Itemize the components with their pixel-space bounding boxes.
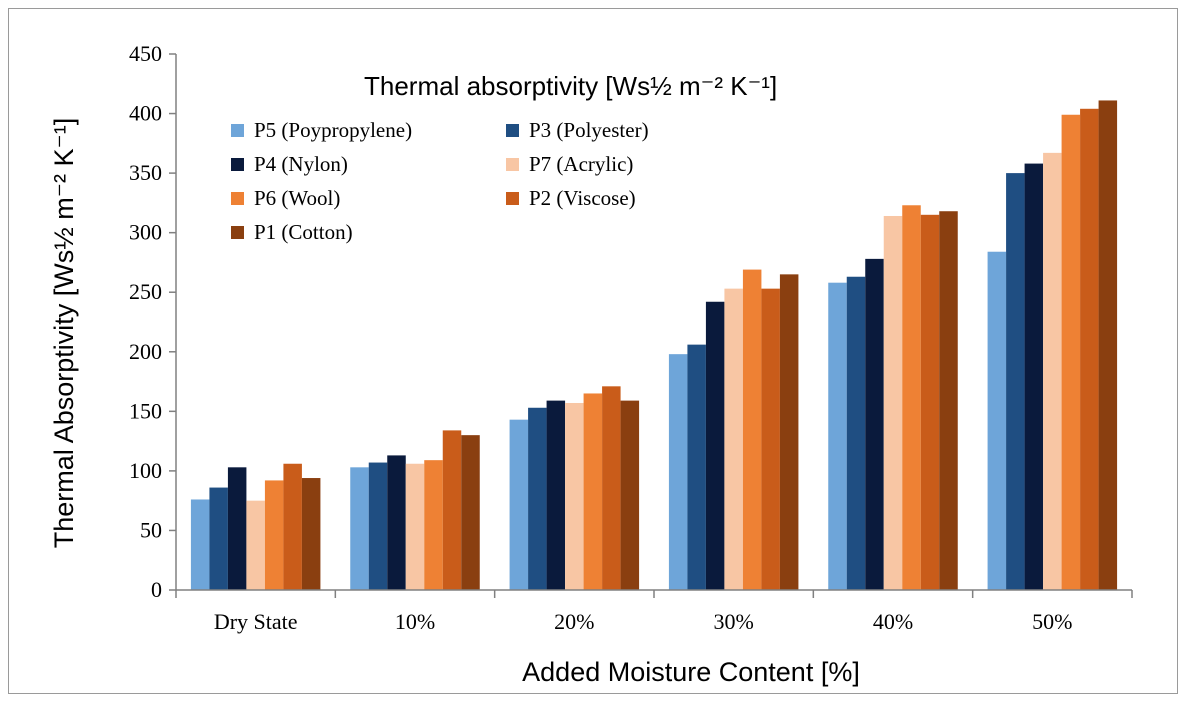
bar [1061, 114, 1081, 590]
bar [883, 215, 903, 591]
bar [1098, 100, 1118, 590]
bar [902, 205, 921, 590]
bar [227, 467, 247, 590]
bar [1024, 163, 1044, 591]
bar [565, 402, 584, 590]
legend-label: P5 (Poypropylene) [254, 118, 412, 142]
bar [546, 400, 566, 590]
legend-label: P7 (Acrylic) [529, 152, 633, 176]
x-tick-label: 30% [714, 609, 754, 634]
bar [1043, 152, 1062, 590]
bar [246, 500, 265, 590]
bar [190, 499, 210, 590]
bar [620, 400, 640, 590]
legend-label: P2 (Viscose) [529, 186, 636, 210]
bars-layer [190, 100, 1118, 591]
y-tick-label: 100 [129, 458, 162, 483]
bar [264, 480, 284, 590]
bar [687, 344, 706, 590]
legend-swatch [231, 226, 244, 239]
x-tick-label: 20% [554, 609, 594, 634]
bar [742, 269, 762, 590]
x-tick-label: 40% [873, 609, 913, 634]
bar [779, 274, 799, 590]
bar [668, 354, 688, 590]
y-axis-title: Thermal Absorptivity [Ws½ m⁻² K⁻¹] [49, 118, 79, 549]
legend-label: P3 (Polyester) [529, 118, 649, 142]
bar [705, 301, 725, 590]
y-tick-label: 50 [140, 517, 162, 542]
legend: P5 (Poypropylene) P3 (Polyester) P4 (Nylon… [231, 118, 649, 244]
legend-label: P1 (Cotton) [254, 220, 353, 244]
chart-title: Thermal absorptivity [Ws½ m⁻² K⁻¹] [364, 71, 777, 101]
bar [509, 419, 529, 590]
bar [405, 463, 425, 590]
bar [209, 487, 228, 590]
y-tick-label: 450 [129, 41, 162, 66]
bar [528, 407, 547, 590]
bar [602, 386, 621, 590]
bar [828, 282, 847, 590]
bar [424, 460, 443, 590]
x-ticks: Dry State 10% 20% 30% 40% 50% [175, 590, 1133, 634]
y-tick-label: 150 [129, 398, 162, 423]
legend-swatch [506, 158, 519, 171]
y-tick-label: 250 [129, 279, 162, 304]
bar [283, 463, 302, 590]
bar [865, 258, 884, 590]
chart-svg: 0 50 100 150 200 250 300 350 400 450 Dry State 10%… [49, 41, 1133, 687]
legend-swatch [231, 158, 244, 171]
x-tick-label: 10% [395, 609, 435, 634]
bar [350, 467, 369, 590]
bar [939, 211, 958, 590]
x-tick-label: 50% [1032, 609, 1072, 634]
y-ticks: 0 50 100 150 200 250 300 350 400 450 [129, 41, 176, 602]
legend-label: P6 (Wool) [254, 186, 340, 210]
bar [1080, 108, 1099, 591]
y-tick-label: 400 [129, 101, 162, 126]
bar [461, 435, 480, 590]
bar [442, 430, 462, 590]
bar [387, 455, 406, 590]
bar [761, 288, 780, 590]
legend-swatch [506, 192, 519, 205]
legend-label: P4 (Nylon) [254, 152, 348, 176]
legend-swatch [231, 192, 244, 205]
bar [846, 276, 866, 590]
bar [987, 251, 1007, 591]
legend-swatch [506, 124, 519, 137]
y-tick-label: 300 [129, 220, 162, 245]
bar [368, 462, 388, 590]
bar [301, 478, 321, 590]
bar [1006, 173, 1025, 590]
y-tick-label: 200 [129, 339, 162, 364]
bar [583, 393, 603, 590]
y-tick-label: 350 [129, 160, 162, 185]
bar [724, 288, 743, 590]
y-tick-label: 0 [151, 577, 162, 602]
legend-swatch [231, 124, 244, 137]
x-tick-label: Dry State [214, 609, 298, 634]
x-axis-title: Added Moisture Content [%] [522, 657, 860, 687]
bar [920, 214, 940, 591]
chart-frame: 0 50 100 150 200 250 300 350 400 450 Dry State 10%… [8, 8, 1178, 694]
